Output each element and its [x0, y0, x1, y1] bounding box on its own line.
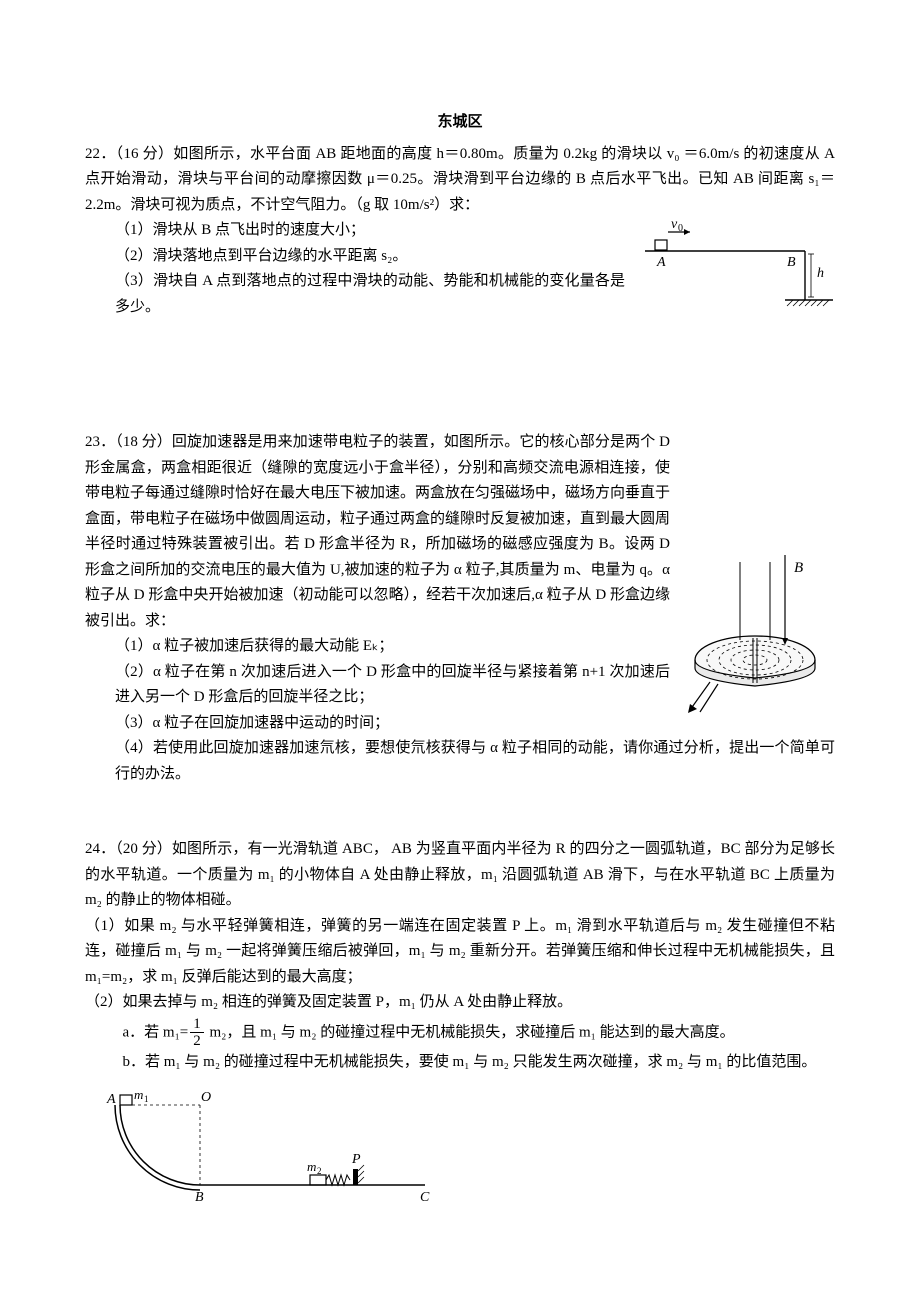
label-P: P	[351, 1152, 361, 1167]
page-title: 东城区	[85, 110, 835, 136]
svg-text:2: 2	[317, 1166, 322, 1176]
p24-q2a: a．若 m₁=12 m₂，且 m₁ 与 m₂ 的碰撞过程中无机械能损失，求碰撞后…	[85, 1016, 835, 1050]
label-A: A	[106, 1092, 116, 1107]
ground-hatch	[787, 300, 829, 306]
label-A: A	[656, 255, 666, 270]
label-C: C	[420, 1190, 430, 1205]
p22-q2: （2）滑块落地点到平台边缘的水平距离 s₂。	[85, 244, 625, 270]
p24-figure: A m 1 O B C P m 2	[85, 1085, 835, 1215]
p22-q3: （3）滑块自 A 点到落地点的过程中滑块的动能、势能和机械能的变化量各是多少。	[85, 269, 625, 320]
label-v0: v	[671, 218, 678, 232]
fraction-half: 12	[190, 1016, 204, 1050]
p22-q1: （1）滑块从 B 点飞出时的速度大小；	[85, 218, 625, 244]
problem-23: B 23．（18 分）回旋加速器是用来加速带电粒子的装置，如图所示。它的核心部分…	[85, 430, 835, 787]
fixed-p	[353, 1169, 358, 1185]
label-O: O	[201, 1090, 211, 1105]
svg-text:1: 1	[144, 1094, 149, 1104]
label-v0-sub: 0	[678, 223, 683, 234]
problem-24: 24．（20 分）如图所示，有一光滑轨道 ABC， AB 为竖直平面内半径为 R…	[85, 837, 835, 1215]
p24-q2a-pre: a．若 m₁=	[123, 1024, 189, 1040]
p24-q2: （2）如果去掉与 m₂ 相连的弹簧及固定装置 P，m₁ 仍从 A 处由静止释放。	[85, 990, 835, 1016]
p24-q2b: b．若 m₁ 与 m₂ 的碰撞过程中无机械能损失，要使 m₁ 与 m₂ 只能发生…	[85, 1050, 835, 1076]
p24-header: 24．（20 分）如图所示，有一光滑轨道 ABC， AB 为竖直平面内半径为 R…	[85, 837, 835, 914]
label-m1: m	[134, 1087, 143, 1102]
label-B: B	[794, 560, 803, 576]
p24-q2a-post: m₂，且 m₁ 与 m₂ 的碰撞过程中无机械能损失，求碰撞后 m₁ 能达到的最大…	[206, 1024, 735, 1040]
label-m2: m	[307, 1159, 316, 1174]
block-icon	[655, 240, 667, 250]
label-B: B	[195, 1190, 204, 1205]
arc-track	[120, 1105, 200, 1185]
label-B: B	[787, 255, 796, 270]
p23-figure: B	[680, 550, 835, 725]
arrow-head	[684, 229, 690, 235]
problem-22: 22．（16 分）如图所示，水平台面 AB 距地面的高度 h＝0.80m。质量为…	[85, 142, 835, 321]
p24-q1: （1）如果 m₂ 与水平轻弹簧相连，弹簧的另一端连在固定装置 P 上。m₁ 滑到…	[85, 914, 835, 991]
p23-q4: （4）若使用此回旋加速器加速氘核，要想使氘核获得与 α 粒子相同的动能，请你通过…	[85, 736, 835, 787]
arc-track-outer	[115, 1105, 200, 1190]
p22-figure: v 0 A B h	[635, 218, 835, 318]
block-m2	[310, 1175, 326, 1185]
p-hatch	[358, 1165, 364, 1183]
p22-header: 22．（16 分）如图所示，水平台面 AB 距地面的高度 h＝0.80m。质量为…	[85, 142, 835, 219]
spring-icon	[326, 1175, 350, 1185]
label-h: h	[817, 266, 824, 281]
block-m1	[120, 1095, 132, 1105]
